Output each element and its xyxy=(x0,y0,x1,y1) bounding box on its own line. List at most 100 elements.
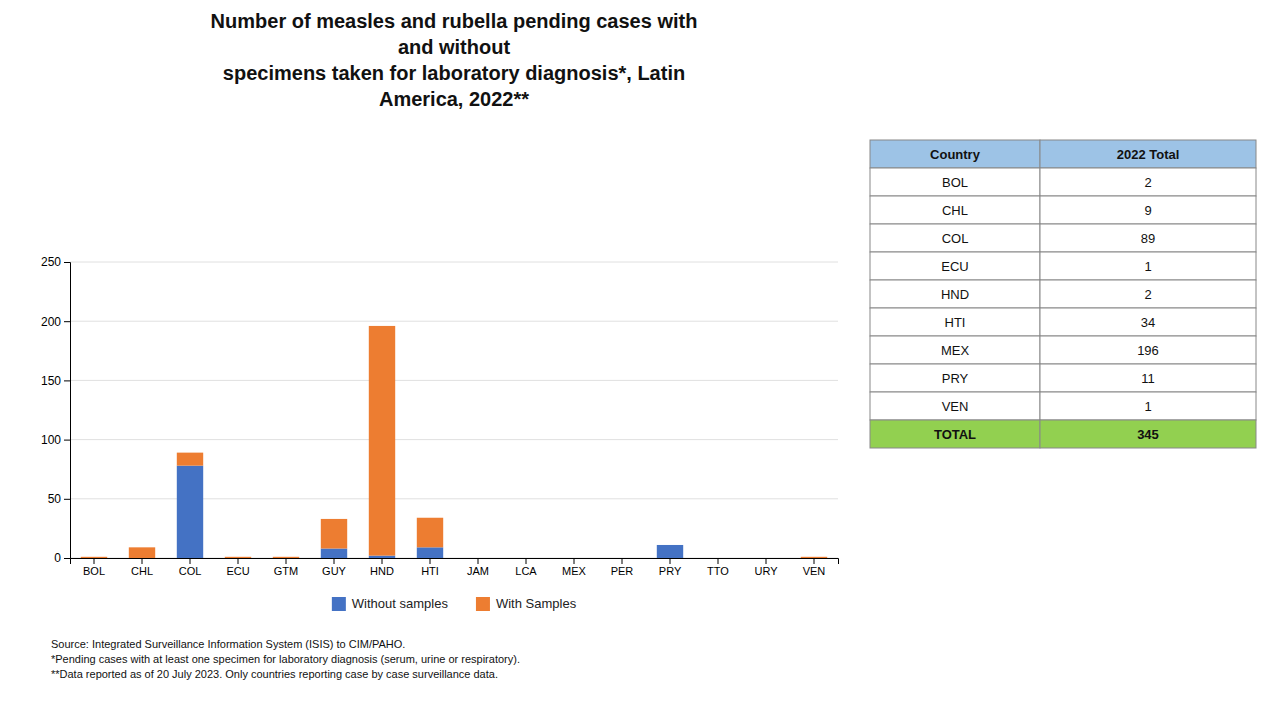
source-note: *Pending cases with at least one specime… xyxy=(51,653,520,665)
table-cell-box xyxy=(1040,224,1256,252)
table-cell: 196 xyxy=(1040,336,1256,364)
tick-mark xyxy=(64,440,70,441)
table-cell-box xyxy=(1040,196,1256,224)
table-cell-box xyxy=(870,140,1040,168)
tick-mark xyxy=(670,558,671,564)
table-cell: 89 xyxy=(1040,224,1256,252)
x-tick: GTM xyxy=(274,558,298,577)
bar xyxy=(465,558,491,559)
tick-mark xyxy=(334,558,335,564)
x-tick: URY xyxy=(754,558,778,577)
table-cell: 345 xyxy=(1040,420,1256,448)
bar xyxy=(81,557,107,558)
chart: 050100150200250BOLCHLCOLECUGTMGUYHNDHTIJ… xyxy=(0,0,1280,720)
y-axis: 050100150200250 xyxy=(41,255,71,565)
table-cell: 2022 Total xyxy=(1040,140,1256,168)
table-text: VEN xyxy=(942,399,969,414)
table-text: 89 xyxy=(1141,231,1155,246)
source-notes: Source: Integrated Surveillance Informat… xyxy=(51,638,520,680)
bar xyxy=(417,518,443,548)
tick-mark xyxy=(430,558,431,564)
tick-mark xyxy=(142,558,143,564)
table-cell: HND xyxy=(870,280,1040,308)
table-text: HTI xyxy=(945,315,966,330)
title: Number of measles and rubella pending ca… xyxy=(211,10,698,110)
table-cell: 2 xyxy=(1040,280,1256,308)
table-text: TOTAL xyxy=(934,427,976,442)
x-tick: BOL xyxy=(83,558,105,577)
table-cell-box xyxy=(1040,364,1256,392)
legend-item: Without samples xyxy=(332,596,449,611)
x-tick: LCA xyxy=(515,558,537,577)
bar xyxy=(561,558,587,559)
table-cell: 1 xyxy=(1040,252,1256,280)
table-text: HND xyxy=(941,287,969,302)
tick-mark xyxy=(814,558,815,564)
tick-mark xyxy=(64,558,70,559)
table-cell: Country xyxy=(870,140,1040,168)
bar xyxy=(609,558,635,559)
source-note: Source: Integrated Surveillance Informat… xyxy=(51,638,405,650)
x-tick: COL xyxy=(179,558,202,577)
tick-mark xyxy=(64,262,70,263)
x-tick: MEX xyxy=(562,558,587,577)
table-cell-box xyxy=(1040,392,1256,420)
tick-mark xyxy=(382,558,383,564)
tick-mark xyxy=(286,558,287,564)
table-text: CHL xyxy=(942,203,968,218)
tick-label: VEN xyxy=(803,565,826,577)
tick-label: PRY xyxy=(659,565,682,577)
bar xyxy=(225,558,251,559)
table-cell: CHL xyxy=(870,196,1040,224)
bar xyxy=(81,558,107,559)
table-text: BOL xyxy=(942,175,968,190)
table-text: 345 xyxy=(1137,427,1159,442)
table-cell-box xyxy=(870,168,1040,196)
plot-area: 050100150200250BOLCHLCOLECUGTMGUYHNDHTIJ… xyxy=(41,255,839,576)
legend-swatch xyxy=(476,597,490,611)
tick-label: 100 xyxy=(41,433,61,447)
table-cell: VEN xyxy=(870,392,1040,420)
table-cell: PRY xyxy=(870,364,1040,392)
x-axis: BOLCHLCOLECUGTMGUYHNDHTIJAMLCAMEXPERPRYT… xyxy=(71,558,839,577)
tick-label: URY xyxy=(754,565,778,577)
bars xyxy=(81,326,827,558)
table-cell: 2 xyxy=(1040,168,1256,196)
bar-series xyxy=(81,326,827,558)
bar xyxy=(465,558,491,559)
table-cell: 9 xyxy=(1040,196,1256,224)
tick-label: PER xyxy=(611,565,634,577)
tick-mark xyxy=(94,558,95,564)
tick-label: 200 xyxy=(41,315,61,329)
tick-label: 0 xyxy=(54,551,61,565)
table-text: ECU xyxy=(941,259,968,274)
table-text: 9 xyxy=(1144,203,1151,218)
bar xyxy=(705,558,731,559)
x-tick: VEN xyxy=(803,558,826,577)
tick-label: 150 xyxy=(41,374,61,388)
table-cell: ECU xyxy=(870,252,1040,280)
table-cell: 1 xyxy=(1040,392,1256,420)
bar xyxy=(561,558,587,559)
x-tick: HND xyxy=(370,558,394,577)
table-cell-box xyxy=(1040,336,1256,364)
bar xyxy=(225,557,251,558)
table-text: 34 xyxy=(1141,315,1155,330)
table-text: Country xyxy=(930,147,981,162)
y-tick: 0 xyxy=(54,551,70,565)
bar-series xyxy=(177,466,683,558)
table-cell-box xyxy=(1040,252,1256,280)
x-tick: GUY xyxy=(322,558,347,577)
bar xyxy=(417,547,443,558)
tick-mark xyxy=(64,321,70,322)
table-cell: TOTAL xyxy=(870,420,1040,448)
table-text: 2022 Total xyxy=(1117,147,1180,162)
tick-label: COL xyxy=(179,565,202,577)
table-text: MEX xyxy=(941,343,970,358)
bar xyxy=(705,558,731,559)
table-text: 2 xyxy=(1144,287,1151,302)
bar xyxy=(321,549,347,558)
tick-mark xyxy=(718,558,719,564)
legend-label: Without samples xyxy=(352,596,449,611)
y-tick: 50 xyxy=(48,492,70,506)
